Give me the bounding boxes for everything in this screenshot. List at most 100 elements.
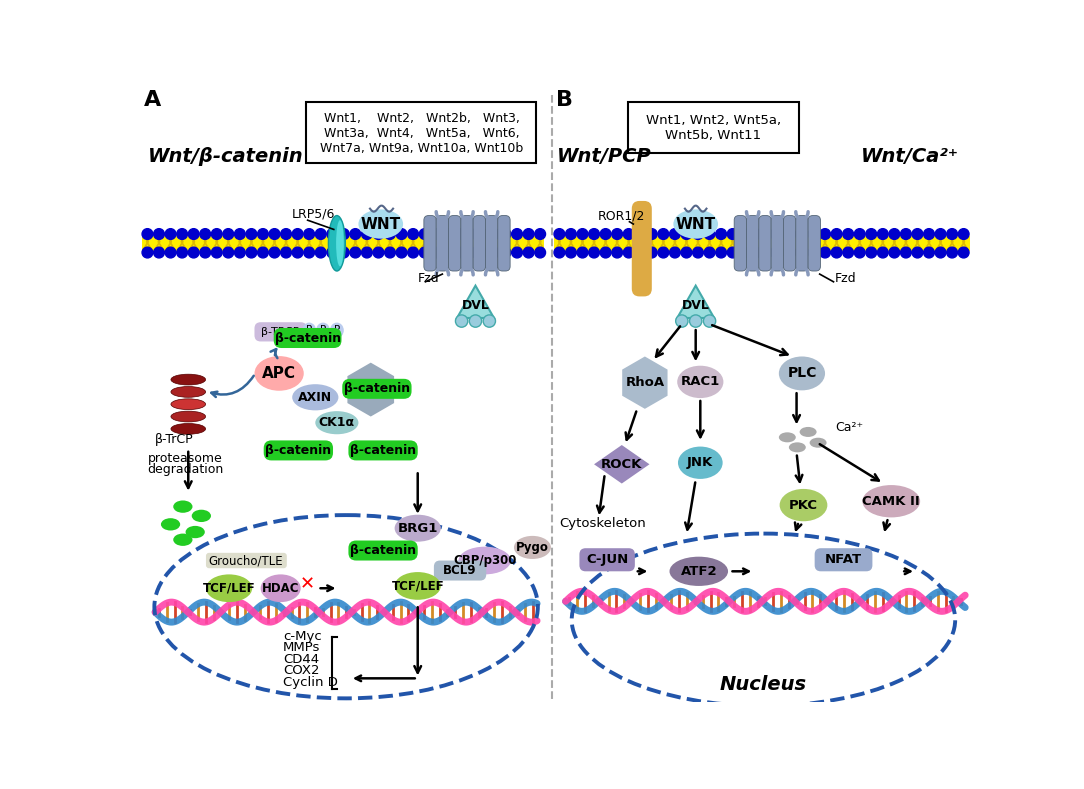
Circle shape [658, 247, 669, 258]
Text: AXIN: AXIN [298, 391, 333, 404]
Ellipse shape [673, 209, 718, 238]
Text: JNK: JNK [687, 456, 713, 469]
Circle shape [373, 247, 384, 258]
Circle shape [327, 247, 337, 258]
Text: ✕: ✕ [300, 575, 315, 593]
Circle shape [750, 229, 761, 239]
Circle shape [269, 229, 280, 239]
Circle shape [338, 247, 349, 258]
Circle shape [762, 229, 773, 239]
Circle shape [469, 315, 481, 327]
Circle shape [500, 247, 511, 258]
Circle shape [785, 229, 796, 239]
Text: HDAC: HDAC [262, 581, 299, 595]
Ellipse shape [185, 526, 205, 538]
Text: GSK-3β: GSK-3β [347, 383, 395, 396]
Circle shape [589, 247, 599, 258]
Circle shape [199, 229, 210, 239]
FancyBboxPatch shape [808, 215, 821, 271]
Circle shape [658, 229, 669, 239]
Circle shape [889, 247, 900, 258]
Circle shape [408, 247, 418, 258]
Text: β-catenin: β-catenin [350, 544, 416, 557]
Circle shape [577, 247, 588, 258]
Circle shape [269, 247, 280, 258]
Circle shape [512, 247, 522, 258]
Text: Cytoskeleton: Cytoskeleton [559, 518, 646, 530]
Circle shape [455, 315, 468, 327]
Text: BRG1: BRG1 [398, 522, 438, 535]
Text: CK1α: CK1α [319, 417, 354, 429]
Circle shape [635, 247, 646, 258]
FancyBboxPatch shape [434, 560, 487, 581]
Ellipse shape [293, 384, 338, 410]
Circle shape [465, 229, 476, 239]
Circle shape [246, 229, 257, 239]
Circle shape [396, 247, 406, 258]
Text: DVL: DVL [462, 299, 489, 312]
Circle shape [165, 229, 176, 239]
Circle shape [189, 229, 199, 239]
Circle shape [958, 247, 969, 258]
FancyBboxPatch shape [206, 553, 287, 568]
Text: RhoA: RhoA [625, 376, 664, 389]
Text: CD44: CD44 [283, 653, 319, 666]
Ellipse shape [171, 398, 206, 409]
Circle shape [774, 229, 784, 239]
Circle shape [500, 229, 511, 239]
Text: WNT: WNT [675, 216, 715, 231]
Circle shape [327, 229, 337, 239]
Text: Fzd: Fzd [835, 271, 856, 285]
Circle shape [465, 247, 476, 258]
Circle shape [646, 229, 657, 239]
Circle shape [177, 247, 188, 258]
Circle shape [524, 247, 534, 258]
Circle shape [142, 229, 153, 239]
Circle shape [258, 247, 269, 258]
FancyBboxPatch shape [628, 103, 799, 153]
Text: COX2: COX2 [283, 664, 320, 678]
Text: MMPs: MMPs [283, 641, 321, 654]
FancyBboxPatch shape [784, 215, 796, 271]
FancyBboxPatch shape [461, 215, 473, 271]
FancyBboxPatch shape [255, 322, 307, 342]
Ellipse shape [514, 536, 551, 559]
Circle shape [315, 247, 326, 258]
Text: WNT: WNT [361, 216, 401, 231]
Circle shape [727, 247, 738, 258]
Circle shape [483, 315, 495, 327]
Text: Cyclin D: Cyclin D [283, 676, 338, 689]
FancyBboxPatch shape [796, 215, 808, 271]
Circle shape [675, 315, 688, 327]
Circle shape [420, 247, 430, 258]
Circle shape [646, 247, 657, 258]
FancyBboxPatch shape [348, 540, 417, 560]
FancyBboxPatch shape [498, 215, 511, 271]
Circle shape [430, 229, 441, 239]
Ellipse shape [789, 443, 805, 452]
Text: β-catenin: β-catenin [350, 444, 416, 457]
FancyBboxPatch shape [306, 103, 537, 163]
Text: DVL: DVL [682, 299, 710, 312]
Ellipse shape [328, 215, 346, 271]
Polygon shape [678, 286, 714, 318]
FancyBboxPatch shape [449, 215, 461, 271]
Polygon shape [622, 357, 668, 409]
Circle shape [705, 229, 715, 239]
Circle shape [924, 229, 934, 239]
Ellipse shape [171, 411, 206, 422]
Circle shape [762, 247, 773, 258]
Circle shape [635, 229, 646, 239]
Circle shape [901, 247, 912, 258]
Ellipse shape [670, 557, 728, 586]
FancyBboxPatch shape [747, 215, 759, 271]
Text: P: P [306, 325, 312, 335]
Ellipse shape [678, 447, 723, 479]
Text: β-catenin: β-catenin [344, 383, 410, 395]
Circle shape [705, 247, 715, 258]
Text: TCF/LEF: TCF/LEF [203, 581, 256, 595]
Circle shape [681, 229, 692, 239]
Circle shape [211, 229, 222, 239]
Circle shape [689, 315, 701, 327]
Text: proteasome: proteasome [147, 452, 222, 465]
